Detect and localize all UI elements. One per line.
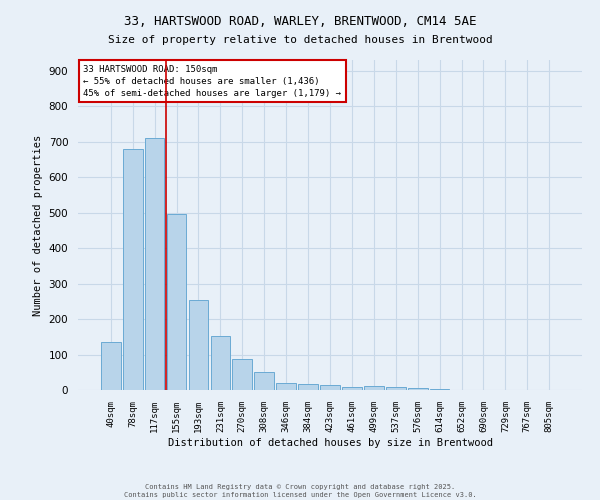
Text: 33, HARTSWOOD ROAD, WARLEY, BRENTWOOD, CM14 5AE: 33, HARTSWOOD ROAD, WARLEY, BRENTWOOD, C… xyxy=(124,15,476,28)
X-axis label: Distribution of detached houses by size in Brentwood: Distribution of detached houses by size … xyxy=(167,438,493,448)
Bar xyxy=(320,384,340,390)
Y-axis label: Number of detached properties: Number of detached properties xyxy=(33,134,43,316)
Bar xyxy=(298,384,318,390)
Bar xyxy=(232,359,252,390)
Bar xyxy=(167,214,187,390)
Bar xyxy=(254,372,274,390)
Bar xyxy=(342,387,362,390)
Text: Contains HM Land Registry data © Crown copyright and database right 2025.
Contai: Contains HM Land Registry data © Crown c… xyxy=(124,484,476,498)
Bar xyxy=(123,150,143,390)
Text: 33 HARTSWOOD ROAD: 150sqm
← 55% of detached houses are smaller (1,436)
45% of se: 33 HARTSWOOD ROAD: 150sqm ← 55% of detac… xyxy=(83,65,341,98)
Bar xyxy=(408,388,428,390)
Text: Size of property relative to detached houses in Brentwood: Size of property relative to detached ho… xyxy=(107,35,493,45)
Bar xyxy=(188,300,208,390)
Bar xyxy=(364,386,384,390)
Bar xyxy=(386,387,406,390)
Bar xyxy=(211,336,230,390)
Bar xyxy=(101,342,121,390)
Bar xyxy=(276,383,296,390)
Bar xyxy=(145,138,164,390)
